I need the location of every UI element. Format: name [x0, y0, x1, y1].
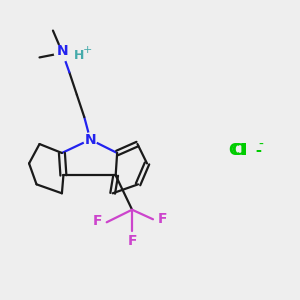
Text: F: F [128, 234, 137, 248]
Text: Cl  -: Cl - [229, 142, 262, 158]
Text: F: F [93, 214, 103, 228]
Text: Cl: Cl [232, 142, 248, 158]
Text: -: - [258, 138, 263, 152]
Text: F: F [158, 212, 167, 226]
Circle shape [54, 45, 70, 61]
Text: H: H [74, 49, 84, 62]
Circle shape [84, 133, 97, 146]
Text: N: N [57, 44, 68, 58]
Text: +: + [82, 45, 92, 55]
Text: N: N [85, 133, 96, 146]
